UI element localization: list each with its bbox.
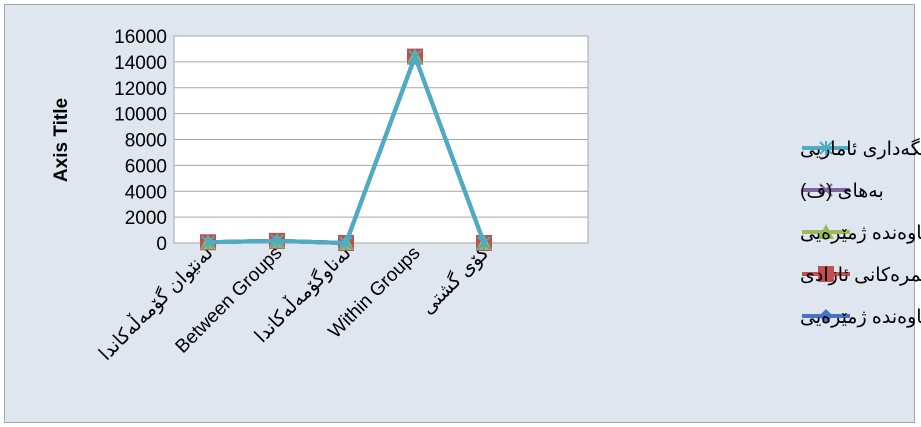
legend-marker bbox=[818, 224, 834, 239]
legend-marker bbox=[819, 183, 833, 197]
data-point-marker bbox=[477, 236, 491, 250]
legend-item: کۆی ناوەندە ژمێرەیی bbox=[800, 307, 921, 328]
y-tick-label: 12000 bbox=[114, 79, 167, 100]
y-axis-title: Axis Title bbox=[51, 98, 72, 182]
legend-label: دوجای ناوەندە ژمێرەیی bbox=[800, 223, 921, 244]
y-tick-label: 16000 bbox=[114, 27, 167, 48]
y-tick-label: 4000 bbox=[125, 182, 167, 203]
y-tick-label: 6000 bbox=[125, 156, 167, 177]
y-tick-label: 0 bbox=[156, 234, 167, 255]
legend-label: کۆی ناوەندە ژمێرەیی bbox=[800, 307, 921, 328]
legend-marker bbox=[819, 141, 833, 155]
legend-marker bbox=[818, 266, 834, 282]
data-point-marker bbox=[339, 236, 353, 250]
legend-item: بەهای (ف) bbox=[800, 181, 884, 202]
legend-item: ئاستی بەڵگەداری ئاماریی bbox=[800, 136, 921, 160]
x-category-label: کۆی گشتی bbox=[416, 241, 494, 319]
legend-marker bbox=[819, 309, 833, 323]
legend-label: نمرەکانی ئازادی bbox=[800, 265, 921, 286]
series-5 bbox=[201, 49, 491, 250]
y-tick-label: 14000 bbox=[114, 53, 167, 74]
data-point-marker bbox=[270, 233, 284, 248]
y-tick-label: 2000 bbox=[125, 208, 167, 229]
y-tick-label: 8000 bbox=[125, 131, 167, 152]
legend-label: ئاستی بەڵگەداری ئاماریی bbox=[800, 136, 921, 160]
legend-item: دوجای ناوەندە ژمێرەیی bbox=[800, 223, 921, 244]
data-point-marker bbox=[408, 49, 422, 64]
data-point-marker bbox=[201, 235, 215, 250]
legend-item: نمرەکانی ئازادی bbox=[800, 265, 921, 286]
x-category-label: لەنێوان گۆمەڵەکاندا bbox=[93, 241, 217, 365]
legend-label: بەهای (ف) bbox=[800, 181, 884, 202]
y-tick-label: 10000 bbox=[114, 105, 167, 126]
